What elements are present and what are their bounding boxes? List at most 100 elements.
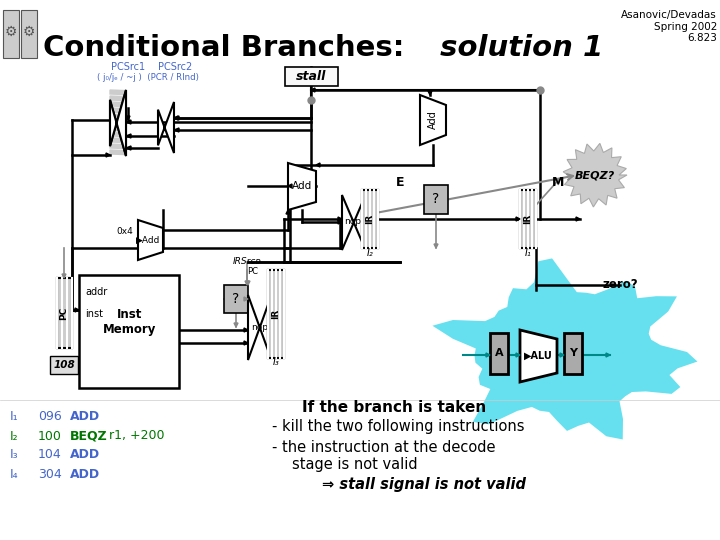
Bar [57,278,72,348]
Text: inst: inst [85,309,103,319]
Polygon shape [126,134,131,138]
Text: Add: Add [428,111,438,130]
Bar [564,333,582,374]
Polygon shape [520,330,557,382]
Polygon shape [126,120,131,124]
Text: If the branch is taken: If the branch is taken [302,400,486,415]
Text: I₁: I₁ [10,409,19,422]
Polygon shape [433,258,698,440]
Text: Add: Add [292,181,312,191]
Text: 0x4: 0x4 [116,226,133,235]
Polygon shape [246,281,250,285]
Polygon shape [110,138,126,143]
Polygon shape [138,220,163,260]
Text: I₃: I₃ [10,449,19,462]
Polygon shape [110,132,126,137]
Polygon shape [110,108,126,113]
Text: ⚙: ⚙ [5,25,17,39]
Text: 096: 096 [38,409,62,422]
Text: Inst
Memory: Inst Memory [103,308,157,336]
Polygon shape [338,217,342,221]
Bar [21,10,37,58]
Polygon shape [110,90,126,156]
Text: BEQZ: BEQZ [70,429,108,442]
Polygon shape [174,128,179,132]
Text: IR: IR [523,214,533,224]
Text: PC: PC [60,306,68,320]
Polygon shape [248,295,268,360]
Polygon shape [576,217,580,221]
Polygon shape [158,102,174,153]
Text: PCSrc2: PCSrc2 [158,62,192,72]
Polygon shape [342,195,362,250]
Text: stall: stall [296,70,326,83]
Bar [57,278,72,348]
Polygon shape [106,153,110,157]
Text: nop: nop [344,218,361,226]
Polygon shape [560,353,564,357]
Polygon shape [110,144,126,148]
Polygon shape [434,244,438,248]
Text: Conditional Branches:: Conditional Branches: [43,34,405,62]
Text: I₂: I₂ [10,429,19,442]
Text: 6.823: 6.823 [687,33,717,43]
Text: Spring 2002: Spring 2002 [654,22,717,32]
Polygon shape [486,353,490,357]
Polygon shape [420,95,446,145]
Bar [285,67,338,86]
Bar [424,185,448,214]
Polygon shape [110,90,126,156]
Bar [520,190,536,248]
Polygon shape [174,116,178,120]
Polygon shape [110,126,126,131]
Bar [224,285,248,313]
Polygon shape [234,323,238,327]
Bar [520,190,536,248]
Polygon shape [286,210,290,214]
Polygon shape [606,353,610,357]
Polygon shape [428,91,432,95]
Polygon shape [311,88,315,92]
Text: solution 1: solution 1 [430,34,603,62]
Text: I₄: I₄ [10,468,19,481]
Bar [79,275,179,388]
Bar [362,190,378,248]
Text: ADD: ADD [70,449,100,462]
Text: M: M [552,177,564,190]
Text: ADD: ADD [70,409,100,422]
Polygon shape [338,220,342,224]
Bar [362,190,378,248]
Polygon shape [110,114,126,119]
Text: A: A [495,348,503,358]
Bar [490,333,508,374]
Polygon shape [174,116,179,120]
Polygon shape [244,328,248,332]
Polygon shape [244,341,248,345]
Text: IR: IR [366,214,374,224]
Text: I₁: I₁ [525,248,531,258]
Text: E: E [396,177,404,190]
Text: r1, +200: r1, +200 [105,429,164,442]
Text: - kill the two following instructions: - kill the two following instructions [272,418,524,434]
Text: ▶ALU: ▶ALU [523,351,552,361]
Polygon shape [62,274,66,278]
Text: IRSrcᴅ: IRSrcᴅ [233,258,261,267]
Text: ⚙: ⚙ [23,25,35,39]
Polygon shape [244,297,248,301]
Text: ⇒ stall signal is not valid: ⇒ stall signal is not valid [322,477,526,492]
Text: ?: ? [433,192,440,206]
Text: nop: nop [251,322,268,332]
Polygon shape [110,90,126,94]
Polygon shape [110,150,126,154]
Text: 304: 304 [38,468,62,481]
Text: Asanovic/Devadas: Asanovic/Devadas [621,10,717,20]
Bar [268,270,284,358]
Text: I₂: I₂ [366,248,374,258]
Polygon shape [110,96,126,100]
Text: stage is not valid: stage is not valid [292,456,418,471]
Polygon shape [75,308,79,312]
Text: ?: ? [233,292,240,306]
Text: ADD: ADD [70,468,100,481]
Text: - the instruction at the decode: - the instruction at the decode [272,440,495,455]
Text: 100: 100 [38,429,62,442]
